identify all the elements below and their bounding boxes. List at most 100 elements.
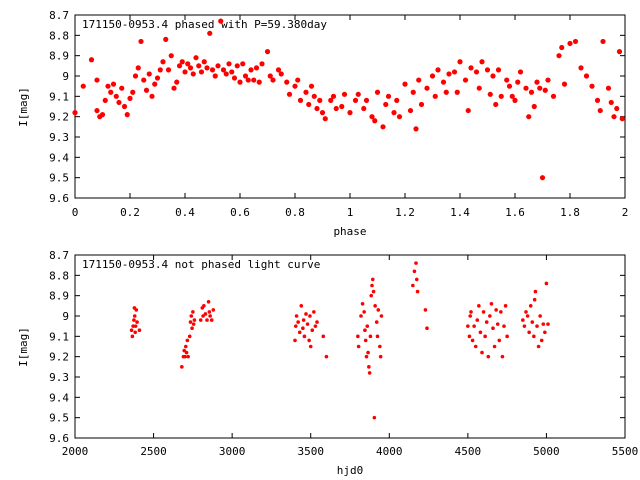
data-point (355, 91, 361, 97)
data-point (366, 350, 370, 355)
data-point (182, 69, 188, 75)
data-point (536, 344, 541, 349)
data-point (484, 67, 491, 73)
data-point (589, 83, 595, 89)
y-tick-label: 9.6 (49, 432, 69, 445)
data-point (468, 314, 473, 318)
data-point (522, 324, 527, 328)
data-point (394, 97, 400, 103)
data-point (391, 110, 397, 116)
data-point (372, 415, 377, 420)
data-point (371, 289, 376, 294)
data-point (356, 334, 360, 339)
data-point (550, 93, 557, 99)
data-point (532, 334, 536, 339)
data-point (223, 71, 229, 77)
x-tick-label: 1.6 (505, 206, 525, 219)
data-point (191, 322, 196, 326)
data-point (94, 77, 100, 83)
data-point (379, 314, 384, 318)
data-point (468, 65, 474, 71)
data-point (187, 334, 192, 339)
data-point (264, 49, 271, 55)
data-point (483, 334, 487, 339)
y-tick-label: 9.2 (49, 111, 69, 124)
data-point (201, 314, 205, 318)
data-point (154, 75, 161, 81)
data-point (190, 326, 194, 331)
data-point (473, 344, 478, 349)
data-point (594, 97, 601, 103)
data-point (539, 338, 544, 343)
data-point (333, 105, 339, 112)
data-point (267, 73, 273, 79)
data-point (374, 320, 379, 324)
data-point (211, 308, 216, 312)
y-tick-labels: 8.7 8.8 8.9 9 9.1 9.2 9.3 9.4 9.5 9.6 (49, 9, 625, 205)
data-point (480, 350, 484, 355)
data-point (356, 344, 361, 349)
data-point (137, 328, 142, 333)
data-point (102, 97, 108, 103)
data-point (451, 69, 458, 75)
data-point (429, 73, 436, 79)
data-point (72, 110, 78, 116)
data-point (373, 304, 377, 308)
data-point (130, 89, 136, 95)
data-point (259, 61, 265, 67)
data-point (185, 61, 191, 67)
data-point (308, 314, 312, 318)
data-point (245, 77, 251, 83)
y-tick-label: 9.4 (49, 151, 69, 164)
data-point (413, 126, 419, 132)
data-point (315, 320, 319, 324)
x-tick-labels: 0 0.2 0.4 0.6 0.8 1 1.2 1.4 1.6 1.8 2 (72, 15, 628, 219)
data-point (253, 65, 260, 71)
data-point (301, 326, 305, 331)
data-point (567, 40, 573, 47)
data-point (192, 318, 197, 322)
data-point (374, 89, 381, 95)
data-point (614, 105, 620, 112)
data-point (339, 103, 345, 110)
data-point (248, 67, 254, 73)
data-point (499, 310, 503, 314)
x-tick-labels: 2000 2500 3000 3500 4000 4500 5000 5500 (62, 255, 638, 458)
data-point (367, 365, 371, 369)
data-point (493, 101, 499, 108)
data-point (317, 97, 323, 103)
data-point (196, 63, 202, 69)
data-point (286, 91, 293, 97)
data-point (185, 338, 190, 343)
data-point (293, 324, 298, 328)
data-point (505, 334, 509, 339)
data-point (605, 85, 612, 91)
data-point (133, 330, 137, 335)
data-point (600, 38, 606, 45)
data-point (108, 89, 114, 95)
data-point (608, 99, 614, 106)
y-tick-label: 8.8 (49, 269, 69, 282)
data-point (168, 53, 174, 59)
data-point (418, 101, 425, 108)
data-point (301, 318, 306, 322)
data-point (237, 79, 243, 85)
data-point (543, 330, 547, 335)
data-point (135, 320, 139, 324)
data-point (515, 79, 521, 85)
data-point (94, 107, 100, 114)
data-point (416, 77, 422, 83)
data-point (538, 314, 542, 318)
data-point (321, 334, 326, 339)
x-tick-label: 0.8 (285, 206, 305, 219)
data-point (414, 277, 419, 282)
data-point (226, 61, 232, 67)
data-point (198, 318, 203, 322)
data-point (359, 314, 363, 318)
data-point (512, 97, 518, 103)
data-point (292, 83, 298, 89)
data-point (130, 334, 135, 339)
data-point (546, 322, 550, 326)
data-point (134, 308, 139, 312)
data-point (187, 65, 194, 71)
